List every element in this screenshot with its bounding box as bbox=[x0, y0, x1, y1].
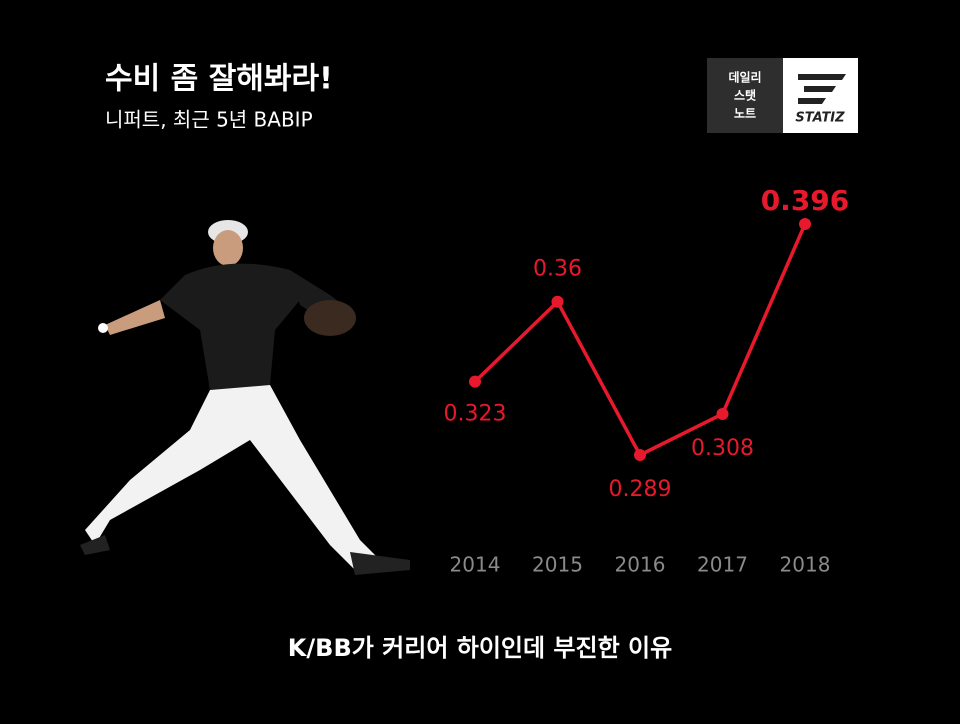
pitcher-illustration bbox=[80, 220, 410, 575]
x-tick-label: 2018 bbox=[780, 553, 831, 577]
x-tick-label: 2017 bbox=[697, 553, 748, 577]
x-tick-label: 2014 bbox=[450, 553, 501, 577]
value-label: 0.289 bbox=[609, 477, 672, 502]
logo: 데일리 스탯 노트 STATIZ bbox=[707, 58, 858, 133]
value-label: 0.323 bbox=[444, 402, 507, 427]
value-label: 0.308 bbox=[691, 436, 754, 461]
caption: K/BB가 커리어 하이인데 부진한 이유 bbox=[288, 634, 672, 662]
logo-line: 노트 bbox=[734, 107, 756, 121]
logo-dark-box bbox=[707, 58, 783, 133]
data-point bbox=[469, 375, 481, 388]
title: 수비 좀 잘해봐라! bbox=[105, 62, 333, 97]
data-point bbox=[551, 295, 564, 308]
value-label: 0.36 bbox=[533, 257, 582, 282]
subtitle: 니퍼트, 최근 5년 BABIP bbox=[105, 108, 313, 132]
logo-light-box bbox=[783, 58, 858, 133]
logo-brand: STATIZ bbox=[795, 111, 845, 126]
data-point bbox=[716, 407, 729, 420]
value-label: 0.396 bbox=[761, 184, 850, 217]
x-tick-label: 2015 bbox=[532, 553, 583, 577]
logo-stripes bbox=[798, 74, 846, 104]
logo-line: 스탯 bbox=[734, 88, 756, 103]
data-point bbox=[634, 449, 646, 461]
x-tick-label: 2016 bbox=[615, 553, 666, 577]
data-point bbox=[799, 218, 811, 230]
logo-line: 데일리 bbox=[728, 70, 761, 85]
